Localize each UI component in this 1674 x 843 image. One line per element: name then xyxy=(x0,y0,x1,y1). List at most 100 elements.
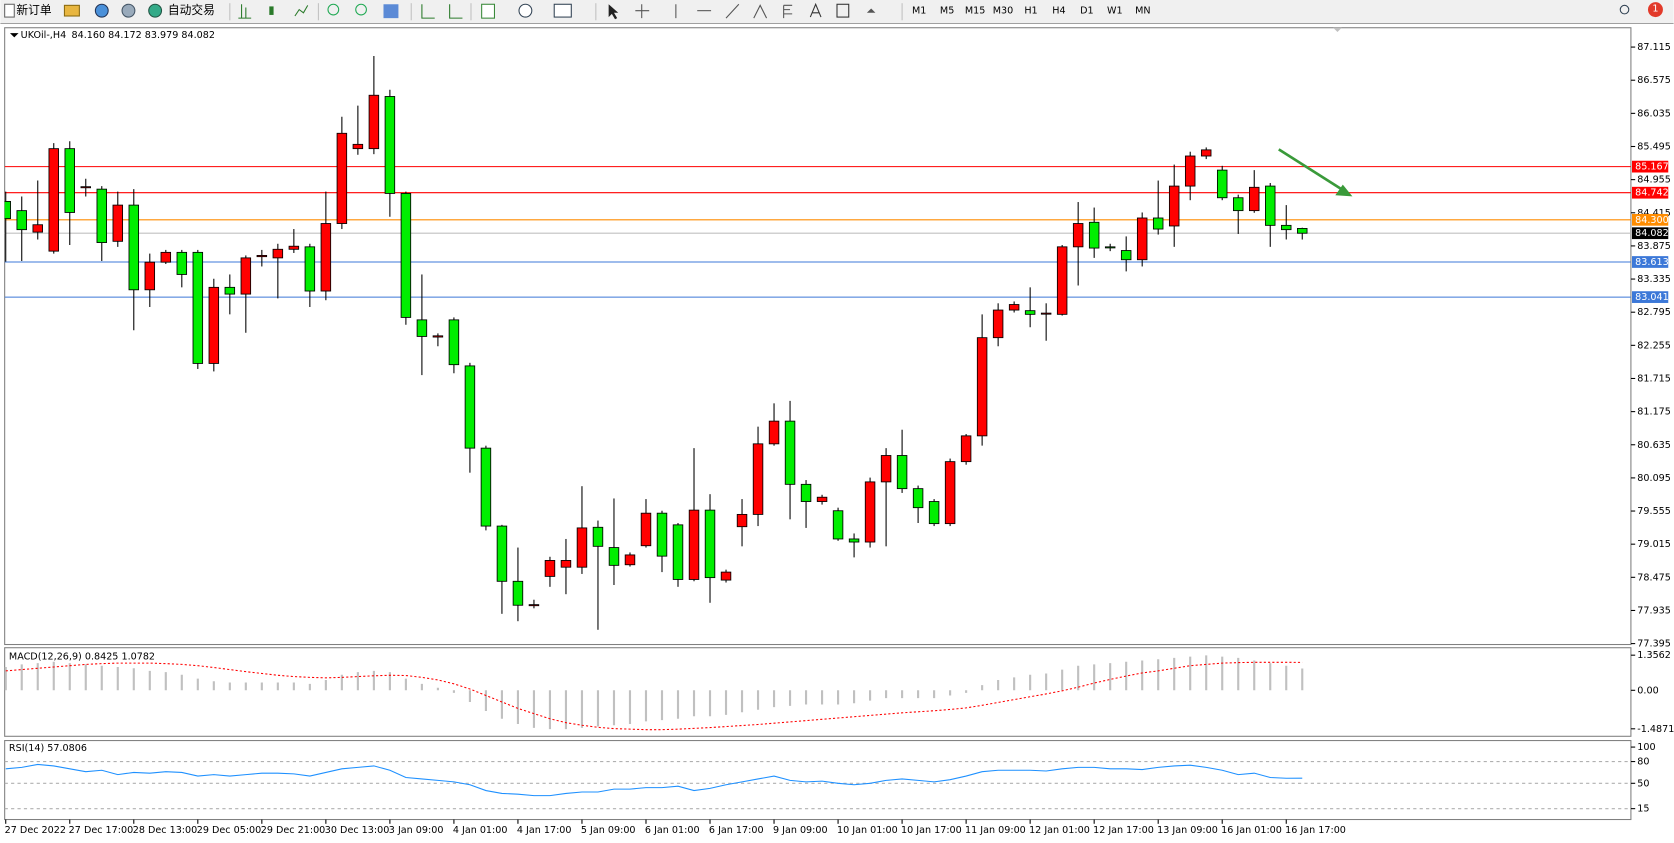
candle-body xyxy=(1265,185,1276,226)
candle-body xyxy=(784,420,796,485)
y-tick-label: 77.395 xyxy=(1637,639,1671,650)
candle-body xyxy=(192,251,204,364)
price-label: 84.082 xyxy=(1635,228,1669,239)
timeframe-button[interactable]: H4 xyxy=(1052,6,1065,17)
candle-body xyxy=(1008,304,1020,311)
candle-body xyxy=(848,538,860,543)
chart-title: UKOil-,H4 xyxy=(21,30,67,41)
cursor-button[interactable] xyxy=(608,4,619,20)
toolbar-icon[interactable] xyxy=(121,3,136,18)
candle-body xyxy=(752,443,764,515)
new-order-icon[interactable] xyxy=(4,3,15,18)
candle-body xyxy=(4,200,11,220)
x-tick-label: 29 Dec 05:00 xyxy=(197,825,262,836)
indicators-button[interactable] xyxy=(481,3,495,19)
timeframe-button[interactable]: M1 xyxy=(912,6,926,17)
candle-body xyxy=(464,365,476,449)
candle-body xyxy=(64,148,75,213)
candle-body xyxy=(80,186,91,189)
crosshair-button[interactable] xyxy=(635,4,650,19)
candle-body xyxy=(304,246,316,292)
x-tick-label: 11 Jan 09:00 xyxy=(965,825,1026,836)
candle-body xyxy=(128,204,140,291)
auto-trading-icon[interactable] xyxy=(148,3,163,18)
candle-chart-button[interactable] xyxy=(269,6,274,15)
periods-button[interactable] xyxy=(518,3,533,18)
timeframe-button[interactable]: D1 xyxy=(1080,6,1094,17)
candle-body xyxy=(528,604,540,607)
x-tick-label: 12 Jan 01:00 xyxy=(1029,825,1090,836)
candle-body xyxy=(704,509,716,579)
bar-chart-button[interactable] xyxy=(238,4,252,19)
fibo-button[interactable] xyxy=(783,4,793,19)
timeframe-button[interactable]: H1 xyxy=(1024,6,1037,17)
candle-body xyxy=(1249,186,1260,212)
x-tick-label: 16 Jan 17:00 xyxy=(1285,825,1346,836)
line-chart-button[interactable] xyxy=(294,5,309,17)
candle-body xyxy=(352,143,364,150)
y-tick-label: 80 xyxy=(1637,757,1649,768)
x-tick-label: 27 Dec 2022 xyxy=(5,825,66,836)
x-tick-label: 5 Jan 09:00 xyxy=(581,825,636,836)
candle-body xyxy=(896,455,908,490)
new-order-button[interactable]: 新订单 xyxy=(16,3,51,17)
x-tick-label: 16 Jan 01:00 xyxy=(1221,825,1282,836)
indicator-line xyxy=(5,763,1303,797)
timeframe-button[interactable]: M15 xyxy=(965,6,985,17)
candle-body xyxy=(880,455,892,483)
toolbar-icon[interactable] xyxy=(94,3,109,18)
x-tick-label: 28 Dec 13:00 xyxy=(133,825,198,836)
arrow-shaft xyxy=(1278,148,1344,192)
toolbar-icon[interactable] xyxy=(63,4,80,17)
timeframe-button[interactable]: M30 xyxy=(993,6,1014,17)
candle-body xyxy=(368,94,380,150)
tile-button[interactable] xyxy=(383,4,399,19)
price-label-box xyxy=(1631,186,1669,199)
candle-body xyxy=(272,248,284,259)
auto-trading-button[interactable]: 自动交易 xyxy=(168,3,215,17)
timeframe-button[interactable]: W1 xyxy=(1107,6,1123,17)
shift-marker xyxy=(1333,27,1342,33)
zoom-out-button[interactable] xyxy=(355,3,367,16)
timeframe-button[interactable]: M5 xyxy=(940,6,954,17)
candle-body xyxy=(1168,185,1180,227)
search-button[interactable] xyxy=(1619,4,1630,15)
axes: 27 Dec 2022 27 Dec 17:00 28 Dec 13:00 29 De… xyxy=(5,30,1674,836)
indicator-title: RSI(14) 57.0806 xyxy=(9,743,87,754)
autoscroll-button[interactable] xyxy=(421,4,435,19)
annotation-arrow xyxy=(1278,148,1353,197)
candle-body xyxy=(1281,224,1292,231)
x-tick-label: 12 Jan 17:00 xyxy=(1093,825,1154,836)
shift-button[interactable] xyxy=(449,4,463,19)
arrows-button[interactable] xyxy=(866,8,876,13)
y-tick-label: 80.635 xyxy=(1637,440,1671,451)
x-tick-label: 3 Jan 09:00 xyxy=(389,825,444,836)
candle-body xyxy=(400,193,412,318)
candle-body xyxy=(944,461,956,525)
y-tick-label: 87.115 xyxy=(1637,42,1671,53)
candle-body xyxy=(96,188,108,243)
notification-badge[interactable] xyxy=(1647,2,1663,18)
zoom-in-button[interactable] xyxy=(327,3,340,16)
candle-body xyxy=(144,261,156,291)
panel-menu[interactable] xyxy=(10,33,19,38)
candle-body xyxy=(1088,221,1100,249)
templates-button[interactable] xyxy=(553,3,572,18)
timeframe-button[interactable]: MN xyxy=(1135,6,1150,17)
channel-button[interactable] xyxy=(753,4,768,19)
y-tick-label: 82.255 xyxy=(1637,340,1671,351)
x-tick-label: 13 Jan 09:00 xyxy=(1157,825,1218,836)
y-tick-label: 50 xyxy=(1637,778,1649,789)
candle-body xyxy=(800,483,812,502)
candle-body xyxy=(224,286,236,295)
candle-body xyxy=(240,257,252,295)
price-label-box xyxy=(1631,227,1669,240)
x-tick-label: 27 Dec 17:00 xyxy=(69,825,134,836)
trendline-button[interactable] xyxy=(725,3,740,19)
y-tick-label: 84.415 xyxy=(1637,208,1671,219)
candle-body xyxy=(624,554,636,566)
label-button[interactable] xyxy=(836,3,850,18)
candle-body xyxy=(960,435,972,463)
text-button[interactable] xyxy=(809,2,822,18)
